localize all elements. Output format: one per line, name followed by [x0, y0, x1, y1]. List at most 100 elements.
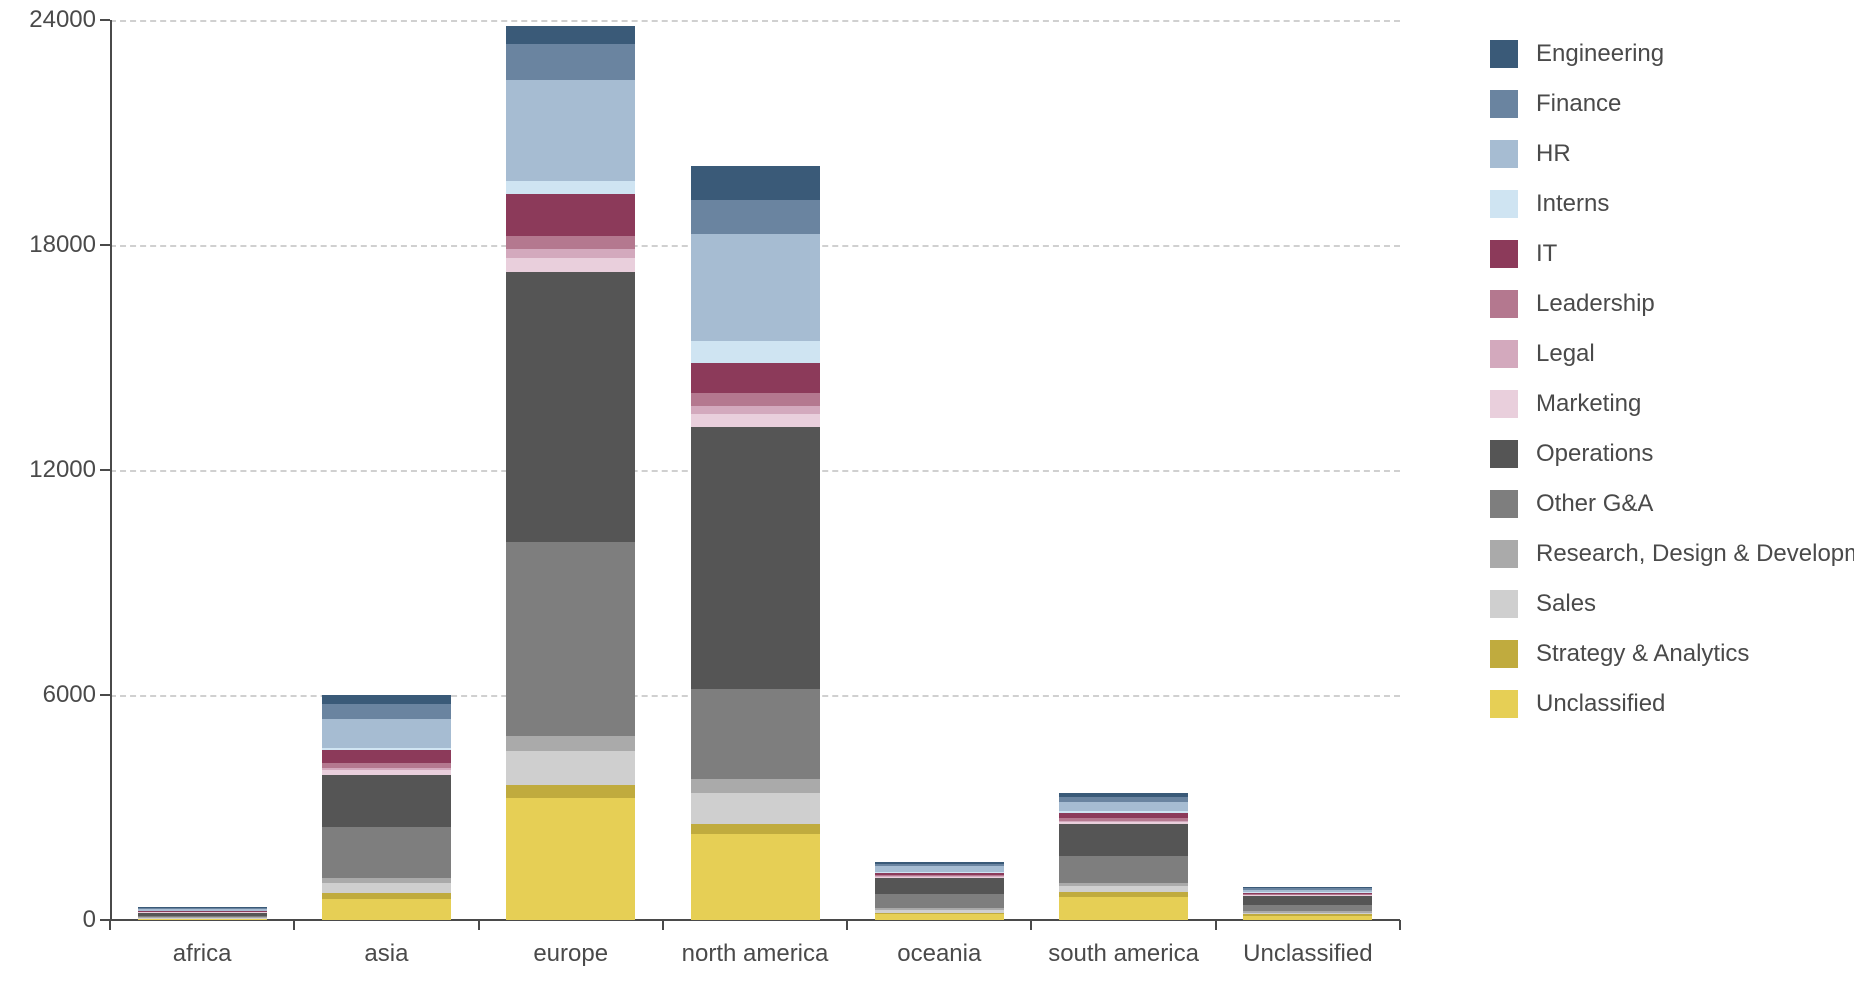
- legend-item-sales[interactable]: Sales: [1490, 590, 1854, 618]
- legend-label: Interns: [1536, 190, 1609, 218]
- legend-item-operations[interactable]: Operations: [1490, 440, 1854, 468]
- segment-engineering: [691, 166, 820, 200]
- segment-unclassified: [506, 798, 635, 920]
- legend-item-other_ga[interactable]: Other G&A: [1490, 490, 1854, 518]
- legend-label: Operations: [1536, 440, 1653, 468]
- segment-operations: [691, 427, 820, 690]
- x-tick-mark: [1215, 920, 1217, 930]
- segment-interns: [506, 181, 635, 194]
- bar-asia: [322, 695, 451, 920]
- segment-operations: [322, 775, 451, 828]
- segment-it: [506, 194, 635, 235]
- legend-label: Marketing: [1536, 390, 1641, 418]
- segment-hr: [322, 719, 451, 747]
- x-tick-label: south america: [1048, 920, 1199, 968]
- bar-south_america: [1059, 793, 1188, 921]
- x-tick-label: africa: [173, 920, 232, 968]
- segment-rdd: [506, 736, 635, 752]
- x-tick-mark: [662, 920, 664, 930]
- segment-marketing: [506, 258, 635, 272]
- x-tick-mark: [1399, 920, 1401, 930]
- legend-label: Engineering: [1536, 40, 1664, 68]
- legend-label: Unclassified: [1536, 690, 1665, 718]
- x-tick-label: asia: [364, 920, 408, 968]
- segment-finance: [322, 704, 451, 720]
- legend-swatch: [1490, 40, 1518, 68]
- segment-hr: [506, 80, 635, 181]
- segment-engineering: [506, 26, 635, 45]
- legend-swatch: [1490, 590, 1518, 618]
- segment-engineering: [322, 695, 451, 704]
- legend-label: Strategy & Analytics: [1536, 640, 1749, 668]
- legend-label: Finance: [1536, 90, 1621, 118]
- segment-legal: [691, 406, 820, 414]
- segment-other_ga: [322, 827, 451, 878]
- legend-label: HR: [1536, 140, 1571, 168]
- legend-swatch: [1490, 540, 1518, 568]
- legend-swatch: [1490, 440, 1518, 468]
- segment-sales: [322, 883, 451, 892]
- segment-leadership: [506, 236, 635, 249]
- segment-other_ga: [1059, 856, 1188, 882]
- bar-oceania: [875, 862, 1004, 920]
- y-tick-label: 12000: [29, 456, 110, 484]
- y-tick-label: 24000: [29, 6, 110, 34]
- segment-unclassified: [691, 834, 820, 920]
- legend-swatch: [1490, 140, 1518, 168]
- legend-item-marketing[interactable]: Marketing: [1490, 390, 1854, 418]
- segment-legal: [506, 249, 635, 258]
- legend-item-engineering[interactable]: Engineering: [1490, 40, 1854, 68]
- legend-item-hr[interactable]: HR: [1490, 140, 1854, 168]
- segment-unclassified: [1059, 897, 1188, 920]
- segment-operations: [875, 878, 1004, 894]
- legend-item-rdd[interactable]: Research, Design & Development: [1490, 540, 1854, 568]
- bars-container: [110, 20, 1400, 920]
- stacked-bar-chart: 06000120001800024000 africaasiaeuropenor…: [0, 0, 1854, 1006]
- legend-label: Legal: [1536, 340, 1595, 368]
- segment-operations: [506, 272, 635, 542]
- legend-swatch: [1490, 190, 1518, 218]
- segment-leadership: [691, 393, 820, 406]
- legend-swatch: [1490, 390, 1518, 418]
- segment-operations: [1243, 896, 1372, 904]
- segment-it: [691, 363, 820, 393]
- bar-africa: [138, 907, 267, 920]
- segment-finance: [691, 200, 820, 234]
- legend-item-leadership[interactable]: Leadership: [1490, 290, 1854, 318]
- legend-label: Research, Design & Development: [1536, 540, 1854, 568]
- legend-item-legal[interactable]: Legal: [1490, 340, 1854, 368]
- legend-swatch: [1490, 490, 1518, 518]
- legend-swatch: [1490, 240, 1518, 268]
- segment-sales: [691, 793, 820, 825]
- y-tick-label: 18000: [29, 231, 110, 259]
- legend-item-it[interactable]: IT: [1490, 240, 1854, 268]
- legend: Engineering Finance HR Interns IT Leadership L…: [1490, 40, 1854, 740]
- bar-europe: [506, 26, 635, 920]
- segment-hr: [691, 234, 820, 341]
- segment-hr: [1059, 802, 1188, 811]
- legend-swatch: [1490, 690, 1518, 718]
- segment-unclassified: [322, 899, 451, 920]
- legend-label: IT: [1536, 240, 1557, 268]
- segment-other_ga: [506, 542, 635, 735]
- segment-other_ga: [691, 689, 820, 779]
- x-tick-mark: [478, 920, 480, 930]
- legend-label: Sales: [1536, 590, 1596, 618]
- plot-area: 06000120001800024000 africaasiaeuropenor…: [110, 20, 1400, 920]
- legend-swatch: [1490, 290, 1518, 318]
- legend-item-strategy[interactable]: Strategy & Analytics: [1490, 640, 1854, 668]
- bar-north_america: [691, 166, 820, 920]
- segment-strategy: [322, 893, 451, 900]
- legend-item-interns[interactable]: Interns: [1490, 190, 1854, 218]
- legend-item-finance[interactable]: Finance: [1490, 90, 1854, 118]
- x-tick-mark: [109, 920, 111, 930]
- segment-strategy: [691, 824, 820, 833]
- segment-strategy: [506, 785, 635, 798]
- segment-other_ga: [875, 894, 1004, 908]
- segment-other_ga: [1243, 905, 1372, 912]
- legend-swatch: [1490, 90, 1518, 118]
- legend-label: Leadership: [1536, 290, 1655, 318]
- legend-item-unclassified[interactable]: Unclassified: [1490, 690, 1854, 718]
- legend-label: Other G&A: [1536, 490, 1653, 518]
- x-tick-mark: [846, 920, 848, 930]
